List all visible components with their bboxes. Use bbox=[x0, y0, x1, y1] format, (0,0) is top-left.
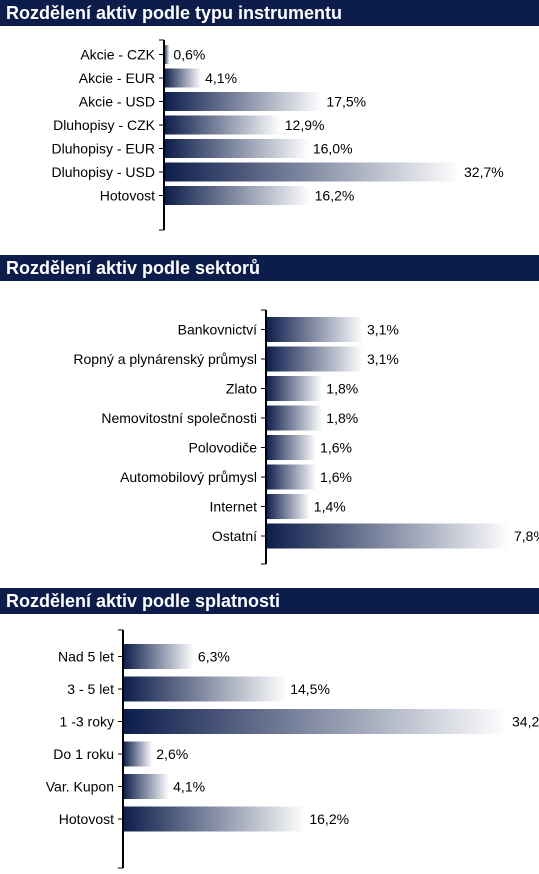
data-label: 6,3% bbox=[198, 649, 230, 665]
chart-title: Rozdělení aktiv podle typu instrumentu bbox=[6, 3, 343, 23]
bar bbox=[123, 644, 194, 669]
bar bbox=[123, 709, 508, 734]
category-label: Akcie - USD bbox=[79, 94, 155, 110]
bar bbox=[266, 317, 363, 342]
data-label: 16,2% bbox=[315, 188, 355, 204]
data-label: 3,1% bbox=[367, 322, 399, 338]
chart-header: Rozdělení aktiv podle splatnosti bbox=[0, 588, 539, 614]
category-label: 1 -3 roky bbox=[60, 714, 114, 730]
data-label: 14,5% bbox=[290, 681, 330, 697]
bar bbox=[123, 806, 306, 832]
data-label: 4,1% bbox=[173, 779, 205, 795]
bar bbox=[164, 115, 281, 135]
bar bbox=[164, 162, 460, 182]
category-label: Akcie - EUR bbox=[79, 70, 155, 86]
chart-header: Rozdělení aktiv podle typu instrumentu bbox=[0, 0, 539, 26]
category-label: Polovodiče bbox=[189, 440, 258, 456]
data-label: 7,8% bbox=[514, 528, 539, 544]
category-label: Do 1 roku bbox=[53, 746, 114, 762]
category-label: 3 - 5 let bbox=[67, 681, 114, 697]
category-label: Zlato bbox=[226, 381, 257, 397]
bar-chart-maturity: Nad 5 let 6,3% 3 - 5 let 14,5% 1 -3 roky 34,2… bbox=[46, 629, 539, 869]
data-label: 1,8% bbox=[326, 381, 358, 397]
data-label: 32,7% bbox=[464, 164, 504, 180]
category-label: Automobilový průmysl bbox=[120, 469, 257, 485]
bar bbox=[123, 774, 170, 799]
category-label: Bankovnictví bbox=[178, 322, 257, 338]
category-label: Hotovost bbox=[59, 811, 114, 827]
category-label: Dluhopisy - EUR bbox=[52, 141, 155, 157]
bar bbox=[123, 741, 153, 767]
bar bbox=[164, 92, 323, 111]
bar-chart-sectors: Bankovnictví 3,1% Ropný a plynárenský prům… bbox=[73, 309, 539, 565]
data-label: 1,8% bbox=[326, 410, 358, 426]
data-label: 2,6% bbox=[156, 746, 188, 762]
bar bbox=[266, 464, 317, 490]
bar bbox=[164, 139, 309, 158]
bar-chart-instrument-type: Akcie - CZK 0,6% Akcie - EUR 4,1% Akcie - US… bbox=[52, 39, 504, 231]
bar bbox=[266, 346, 363, 372]
data-label: 12,9% bbox=[285, 117, 325, 133]
chart-title: Rozdělení aktiv podle sektorů bbox=[6, 258, 261, 278]
data-label: 34,2% bbox=[512, 714, 539, 730]
category-label: Dluhopisy - USD bbox=[52, 164, 155, 180]
bar bbox=[164, 45, 170, 64]
bar bbox=[123, 676, 287, 702]
category-label: Hotovost bbox=[100, 188, 155, 204]
category-label: Nemovitostní společnosti bbox=[101, 410, 257, 426]
bar bbox=[266, 523, 510, 549]
data-label: 1,4% bbox=[314, 499, 346, 515]
bar bbox=[266, 376, 323, 401]
data-label: 16,2% bbox=[309, 811, 349, 827]
category-label: Internet bbox=[210, 499, 258, 515]
chart-title: Rozdělení aktiv podle splatnosti bbox=[6, 591, 281, 611]
data-label: 16,0% bbox=[313, 141, 353, 157]
data-label: 1,6% bbox=[320, 440, 352, 456]
category-label: Ostatní bbox=[212, 528, 257, 544]
bar bbox=[164, 68, 202, 88]
category-label: Akcie - CZK bbox=[80, 47, 155, 63]
category-label: Ropný a plynárenský průmysl bbox=[73, 351, 257, 367]
bar bbox=[266, 405, 323, 431]
data-label: 4,1% bbox=[205, 70, 237, 86]
bar bbox=[164, 186, 311, 205]
data-label: 3,1% bbox=[367, 351, 399, 367]
category-label: Dluhopisy - CZK bbox=[53, 117, 156, 133]
data-label: 17,5% bbox=[326, 94, 366, 110]
category-label: Var. Kupon bbox=[46, 779, 114, 795]
bar bbox=[266, 494, 310, 519]
bar bbox=[266, 435, 317, 460]
category-label: Nad 5 let bbox=[58, 649, 114, 665]
data-label: 0,6% bbox=[173, 47, 205, 63]
data-label: 1,6% bbox=[320, 469, 352, 485]
chart-header: Rozdělení aktiv podle sektorů bbox=[0, 255, 539, 281]
